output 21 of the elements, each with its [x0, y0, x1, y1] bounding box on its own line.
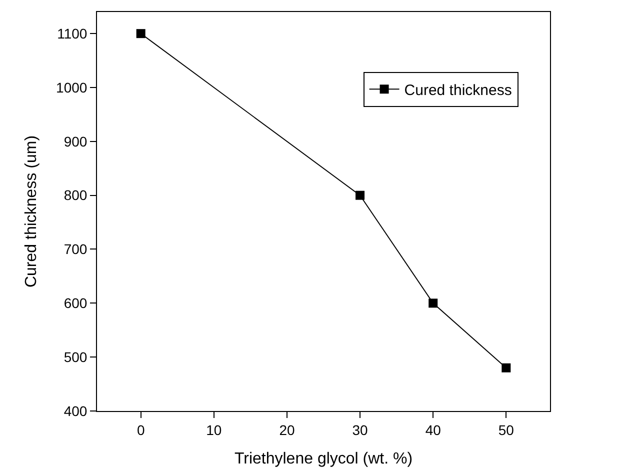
- y-tick-label: 1100: [57, 25, 88, 42]
- y-tick-label: 700: [64, 241, 88, 258]
- y-tick-label: 500: [64, 348, 88, 365]
- x-tick-label: 40: [425, 422, 442, 438]
- x-tick-label: 30: [352, 422, 368, 438]
- x-tick-label: 10: [206, 422, 222, 438]
- point: [136, 29, 146, 38]
- x-tick-label: 20: [279, 422, 295, 438]
- x-tick-label: 50: [498, 422, 514, 438]
- x-axis-title: Triethylene glycol (wt. %): [234, 450, 413, 468]
- y-tick-label: 800: [64, 187, 88, 204]
- point: [356, 190, 365, 200]
- legend-label: Cured thickness: [404, 82, 512, 99]
- y-axis-title: Cured thickness (um): [22, 135, 40, 288]
- y-tick-label: 600: [64, 295, 88, 312]
- y-tick-label: 400: [64, 402, 88, 419]
- y-tick-label: 900: [64, 133, 88, 150]
- point: [428, 298, 438, 308]
- x-tick-label: 0: [136, 422, 145, 438]
- y-tick-label: 1000: [56, 79, 88, 96]
- point: [502, 363, 511, 372]
